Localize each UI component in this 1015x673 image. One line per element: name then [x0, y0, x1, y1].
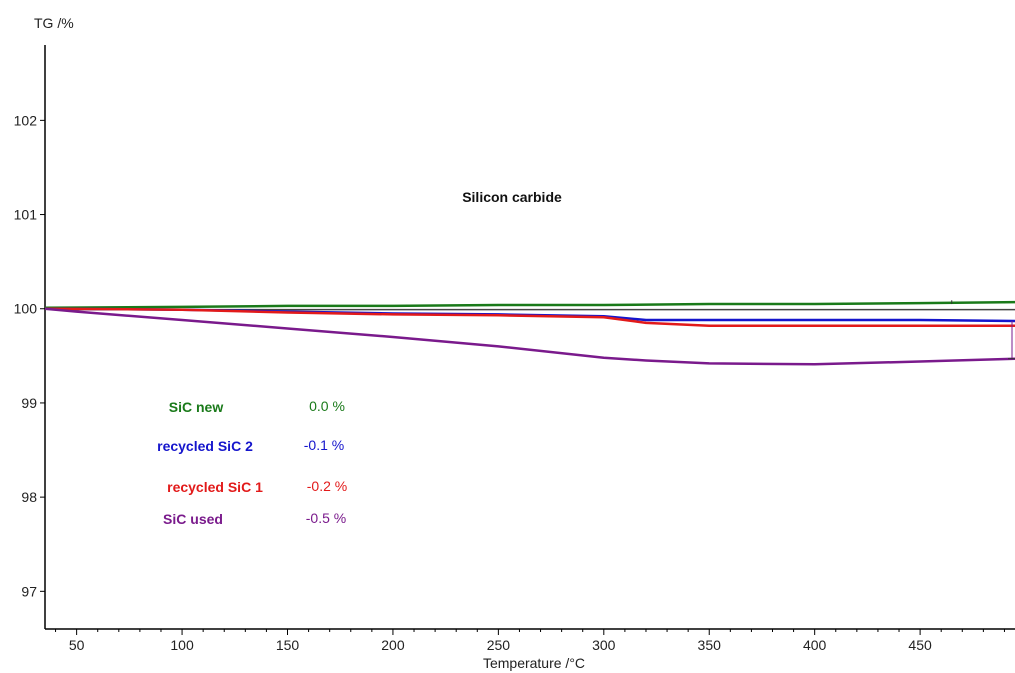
- axes: 97 98 99 100 101 102 50 100 150 200 250 300 350 400 45…: [14, 45, 1015, 653]
- y-tick-label: 98: [21, 489, 37, 505]
- legend-entry-name: recycled SiC 2: [157, 438, 253, 454]
- legend-entry-name: SiC used: [163, 511, 223, 527]
- series-line-sic-used: [44, 307, 1015, 366]
- chart-title: Silicon carbide: [462, 189, 562, 205]
- x-tick-label: 450: [908, 637, 932, 653]
- y-tick-label: 102: [14, 112, 38, 128]
- legend-entry-name: recycled SiC 1: [167, 479, 263, 495]
- x-tick-label: 100: [170, 637, 194, 653]
- x-tick-label: 400: [803, 637, 827, 653]
- x-tick-label: 200: [381, 637, 405, 653]
- legend-entry-value: -0.5 %: [306, 510, 346, 526]
- series-line-sic-new: [44, 300, 1015, 310]
- legend: SiC new 0.0 % recycled SiC 2 -0.1 % recycled…: [157, 398, 347, 527]
- legend-entry-value: 0.0 %: [309, 398, 345, 414]
- x-tick-label: 50: [69, 637, 85, 653]
- x-axis-label: Temperature /°C: [483, 655, 585, 671]
- x-tick-label: 350: [698, 637, 722, 653]
- series-line-recycled-sic-1: [44, 307, 1015, 327]
- y-axis-label: TG /%: [34, 15, 74, 31]
- legend-entry-value: -0.1 %: [304, 437, 344, 453]
- legend-entry-name: SiC new: [169, 399, 224, 415]
- y-tick-label: 97: [21, 583, 37, 599]
- x-tick-label: 250: [487, 637, 511, 653]
- y-tick-label: 100: [14, 301, 38, 317]
- legend-entry-value: -0.2 %: [307, 478, 347, 494]
- x-tick-label: 300: [592, 637, 616, 653]
- x-tick-label: 150: [276, 637, 300, 653]
- y-tick-label: 99: [21, 395, 37, 411]
- y-tick-label: 101: [14, 207, 38, 223]
- series-layer: [44, 300, 1015, 366]
